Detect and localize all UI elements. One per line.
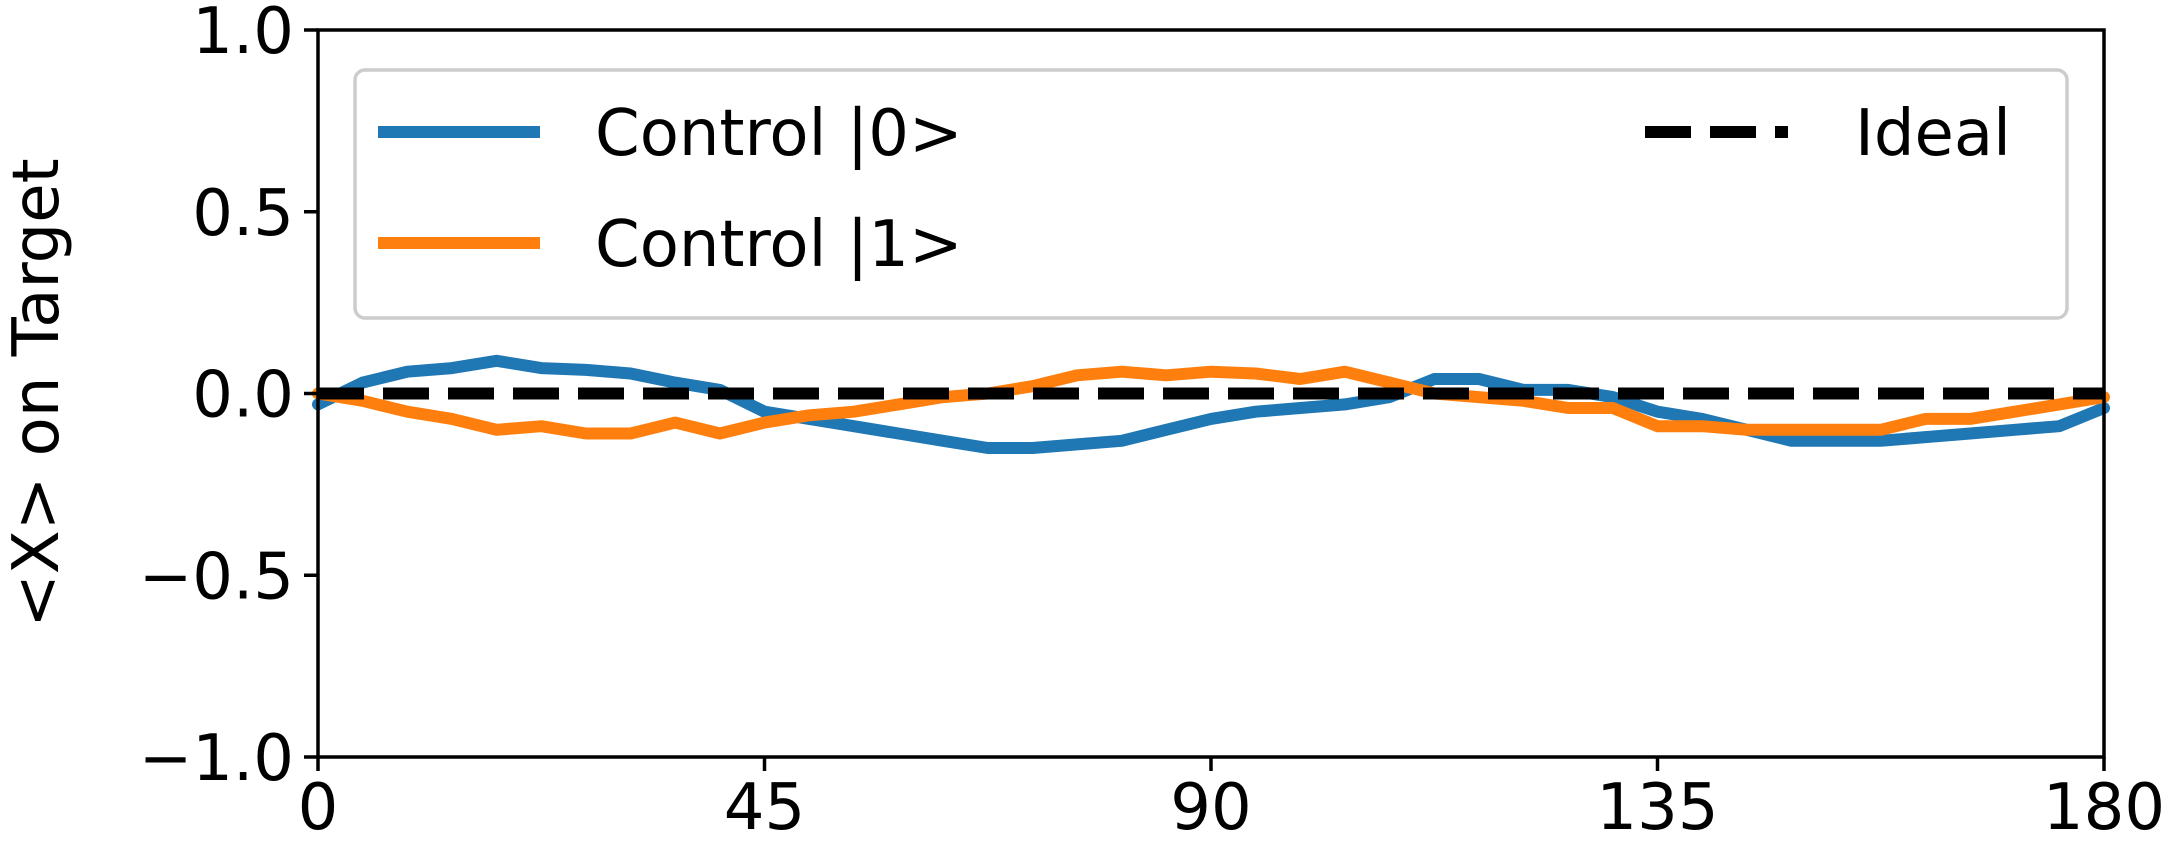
- y-tick-label: 1.0: [192, 0, 294, 69]
- legend-box: [353, 68, 2069, 320]
- series-layer: [312, 354, 2110, 454]
- x-tick-label: 0: [298, 771, 339, 845]
- y-tick-label: 0.0: [192, 359, 294, 433]
- y-tick-label: 0.5: [192, 177, 294, 251]
- y-tick-label: −1.0: [139, 722, 294, 796]
- legend-label-control-0: Control |0>: [595, 97, 963, 171]
- series-line-control-0: [312, 354, 2110, 454]
- legend: Control |0> Control |1> Ideal: [353, 68, 2069, 320]
- y-tick-label: −0.5: [139, 540, 294, 614]
- x-tick-label: 180: [2043, 771, 2165, 845]
- x-tick-label: 45: [724, 771, 805, 845]
- x-tick-label: 90: [1170, 771, 1251, 845]
- series-line-control-1: [312, 365, 2110, 440]
- ticks-layer: 0 45 90 135 180 1.0 0.5 0.0 −0.5 −1.0: [139, 0, 2165, 845]
- legend-label-control-1: Control |1>: [595, 208, 963, 282]
- legend-label-ideal: Ideal: [1855, 97, 2011, 171]
- x-tick-label: 135: [1596, 771, 1718, 845]
- y-axis-label: <X> on Target: [0, 158, 74, 628]
